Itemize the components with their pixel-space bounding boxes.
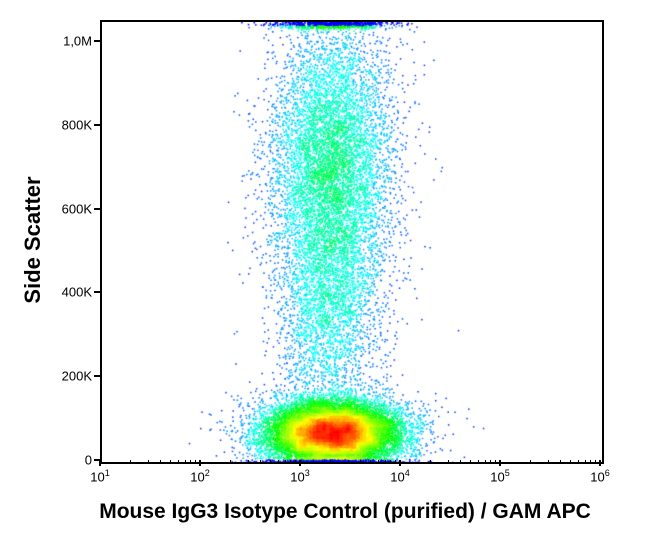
x-minor-tick xyxy=(460,460,461,464)
x-minor-tick xyxy=(160,460,161,464)
x-minor-tick xyxy=(270,460,271,464)
x-minor-tick xyxy=(260,460,261,464)
x-tick-label: 102 xyxy=(190,468,209,484)
x-minor-tick xyxy=(295,460,296,464)
y-tick-mark xyxy=(94,40,100,42)
plot-area xyxy=(100,20,604,464)
x-minor-tick xyxy=(530,460,531,464)
x-minor-tick xyxy=(478,460,479,464)
x-minor-tick xyxy=(185,460,186,464)
x-minor-tick xyxy=(170,460,171,464)
x-tick-label: 105 xyxy=(490,468,509,484)
x-minor-tick xyxy=(495,460,496,464)
x-minor-tick xyxy=(290,460,291,464)
y-axis-label: Side Scatter xyxy=(20,176,46,303)
x-minor-tick xyxy=(348,460,349,464)
x-minor-tick xyxy=(190,460,191,464)
y-tick-label: 600K xyxy=(62,201,92,216)
x-minor-tick xyxy=(248,460,249,464)
x-minor-tick xyxy=(490,460,491,464)
x-minor-tick xyxy=(148,460,149,464)
x-tick-label: 106 xyxy=(590,468,609,484)
y-tick-mark xyxy=(94,208,100,210)
x-minor-tick xyxy=(330,460,331,464)
x-minor-tick xyxy=(570,460,571,464)
x-axis-label: Mouse IgG3 Isotype Control (purified) / … xyxy=(50,500,640,524)
x-minor-tick xyxy=(470,460,471,464)
y-tick-mark xyxy=(94,124,100,126)
x-minor-tick xyxy=(395,460,396,464)
y-tick-label: 200K xyxy=(62,369,92,384)
x-minor-tick xyxy=(278,460,279,464)
y-tick-label: 1,0M xyxy=(63,33,92,48)
x-minor-tick xyxy=(560,460,561,464)
y-tick-mark xyxy=(94,375,100,377)
x-minor-tick xyxy=(385,460,386,464)
y-tick-label: 0 xyxy=(85,453,92,468)
y-tick-label: 800K xyxy=(62,117,92,132)
x-minor-tick xyxy=(430,460,431,464)
x-minor-tick xyxy=(285,460,286,464)
x-minor-tick xyxy=(448,460,449,464)
x-minor-tick xyxy=(390,460,391,464)
x-tick-mark xyxy=(499,460,501,466)
x-minor-tick xyxy=(370,460,371,464)
x-tick-label: 103 xyxy=(290,468,309,484)
x-minor-tick xyxy=(130,460,131,464)
x-minor-tick xyxy=(578,460,579,464)
x-minor-tick xyxy=(585,460,586,464)
x-minor-tick xyxy=(195,460,196,464)
x-minor-tick xyxy=(485,460,486,464)
x-tick-label: 101 xyxy=(90,468,109,484)
x-tick-label: 104 xyxy=(390,468,409,484)
x-tick-mark xyxy=(99,460,101,466)
y-tick-mark xyxy=(94,291,100,293)
x-tick-mark xyxy=(299,460,301,466)
x-tick-mark xyxy=(399,460,401,466)
x-tick-mark xyxy=(199,460,201,466)
scatter-canvas xyxy=(102,22,602,462)
x-minor-tick xyxy=(230,460,231,464)
x-minor-tick xyxy=(378,460,379,464)
x-minor-tick xyxy=(548,460,549,464)
y-tick-label: 400K xyxy=(62,285,92,300)
x-minor-tick xyxy=(178,460,179,464)
x-minor-tick xyxy=(595,460,596,464)
x-minor-tick xyxy=(360,460,361,464)
x-minor-tick xyxy=(590,460,591,464)
chart-container xyxy=(100,20,600,460)
x-tick-mark xyxy=(599,460,601,466)
